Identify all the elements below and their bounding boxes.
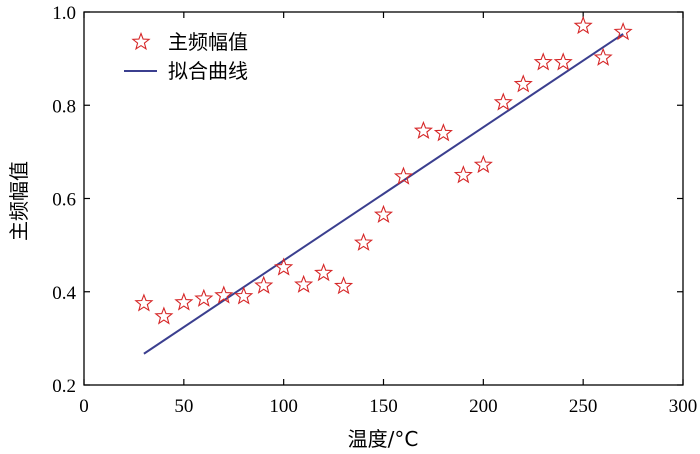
data-point-star: [134, 293, 154, 312]
x-tick-label: 200: [469, 396, 498, 417]
x-tick-label: 300: [669, 396, 698, 417]
legend-star: [131, 31, 151, 51]
legend-star-marker: [131, 31, 151, 51]
legend-label-fit: 拟合曲线: [168, 59, 248, 83]
data-point-star: [154, 306, 174, 325]
data-point-star: [413, 120, 433, 140]
y-tick-label: 0.8: [52, 96, 76, 117]
data-point-star: [593, 47, 613, 66]
legend-label-scatter: 主频幅值: [168, 30, 248, 54]
fit-line-series: [143, 33, 624, 355]
data-point-star: [194, 288, 214, 307]
data-point-star: [393, 166, 414, 185]
data-point-star: [274, 257, 294, 276]
data-point-star: [294, 274, 314, 293]
data-point-star: [453, 165, 473, 184]
data-point-star: [573, 15, 593, 35]
data-point-star: [513, 74, 533, 93]
data-point-star: [234, 286, 254, 305]
fit-line: [143, 33, 624, 355]
x-axis-title: 温度/°C: [348, 427, 419, 451]
y-tick-label: 1.0: [52, 3, 76, 24]
data-point-star: [174, 292, 194, 311]
data-point-star: [353, 232, 374, 251]
y-axis: 0.2 0.4 0.6 0.8 1.0: [52, 3, 683, 397]
scatter-series: [134, 15, 633, 325]
y-tick-label: 0.2: [52, 376, 76, 397]
x-tick-label: 100: [269, 396, 298, 417]
data-point-star: [334, 276, 354, 295]
data-point-star: [254, 275, 274, 294]
y-tick-label: 0.4: [52, 283, 76, 304]
data-point-star: [553, 52, 573, 71]
data-point-star: [214, 285, 234, 304]
y-axis-title: 主频幅值: [7, 161, 31, 241]
data-point-star: [613, 21, 633, 41]
data-point-star: [373, 204, 394, 223]
x-tick-label: 250: [569, 396, 598, 417]
y-tick-label: 0.6: [52, 190, 76, 211]
data-point-star: [533, 52, 553, 71]
data-point-star: [493, 92, 513, 111]
x-axis: 0 50 100 150 200 250 300: [79, 12, 697, 417]
x-tick-label: 150: [369, 396, 398, 417]
data-point-star: [433, 123, 453, 142]
x-tick-label: 50: [174, 396, 193, 417]
x-tick-label: 0: [79, 396, 89, 417]
data-point-star: [314, 263, 334, 282]
legend: 主频幅值 拟合曲线: [124, 30, 248, 83]
data-point-star: [473, 154, 493, 174]
